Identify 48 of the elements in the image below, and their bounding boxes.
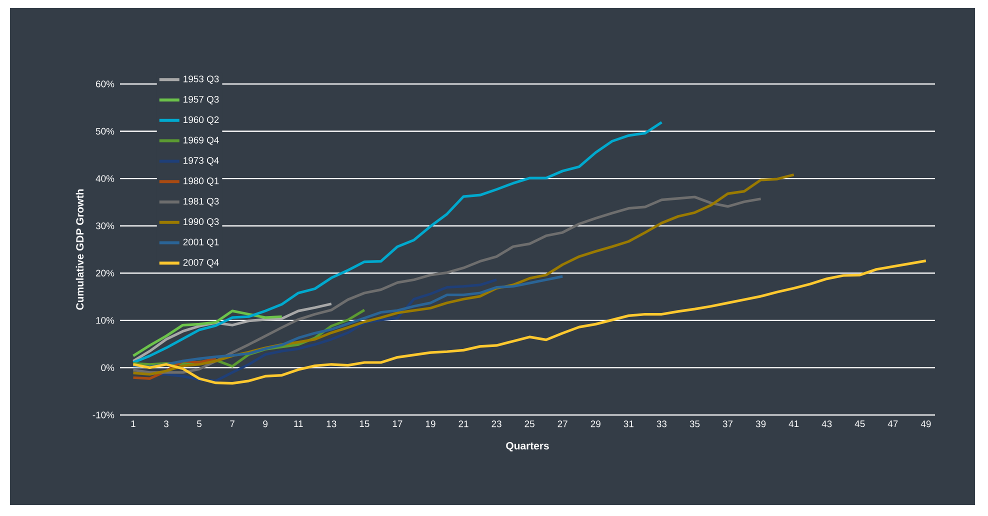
x-tick-label: 1 <box>131 420 136 428</box>
x-tick-label: 11 <box>294 420 303 428</box>
legend-label: 1969 Q4 <box>184 136 219 146</box>
legend-label: 1980 Q1 <box>184 178 219 186</box>
x-tick-label: 45 <box>854 420 865 428</box>
x-tick-label: 35 <box>690 420 700 428</box>
x-tick-label: 13 <box>326 420 336 428</box>
x-tick-label: 33 <box>656 420 667 428</box>
y-tick-label: 20% <box>96 270 114 276</box>
x-tick-label: 25 <box>524 420 534 428</box>
legend-label: 1957 Q3 <box>184 96 219 104</box>
legend-label: 1973 Q4 <box>184 157 219 166</box>
x-tick-label: 43 <box>822 420 832 428</box>
legend-label: 1960 Q2 <box>184 116 219 125</box>
x-tick-label: 21 <box>458 420 468 428</box>
line-series <box>132 310 284 358</box>
legend-label: 1981 Q3 <box>184 198 219 206</box>
y-axis-title: Cumulative GDP Growth <box>76 189 84 310</box>
y-tick-label: 40% <box>96 175 114 182</box>
x-axis-title: Quarters <box>506 442 549 452</box>
x-tick-label: 5 <box>197 420 202 428</box>
line-series <box>132 275 564 368</box>
x-tick-label: 41 <box>788 420 799 428</box>
x-tick-label: 29 <box>590 420 600 428</box>
line-series <box>132 302 333 362</box>
x-tick-label: 15 <box>360 420 370 428</box>
x-tick-label: 47 <box>888 420 898 428</box>
x-tick-label: 23 <box>492 420 502 428</box>
y-tick-label: 50% <box>96 128 114 135</box>
legend-label: 2007 Q4 <box>183 259 219 268</box>
x-tick-label: 9 <box>263 420 268 428</box>
legend-label: 1990 Q3 <box>184 218 219 227</box>
y-tick-label: 30% <box>96 222 114 230</box>
x-tick-label: 7 <box>230 420 234 428</box>
x-tick-label: 17 <box>392 420 402 428</box>
x-tick-label: 49 <box>920 420 931 428</box>
legend-label: 1953 Q3 <box>184 76 219 84</box>
y-tick-label: 10% <box>96 317 114 324</box>
x-tick-label: 27 <box>558 420 568 428</box>
y-tick-label: 0% <box>101 364 114 372</box>
legend-label: 2001 Q1 <box>183 238 219 248</box>
x-tick-label: 31 <box>624 420 634 428</box>
y-tick-label: 60% <box>96 80 114 88</box>
x-tick-label: 39 <box>756 420 766 428</box>
x-tick-label: 19 <box>426 420 436 428</box>
x-tick-label: 37 <box>722 420 733 428</box>
x-tick-label: 3 <box>164 420 168 428</box>
y-tick-label: -10% <box>92 412 114 418</box>
